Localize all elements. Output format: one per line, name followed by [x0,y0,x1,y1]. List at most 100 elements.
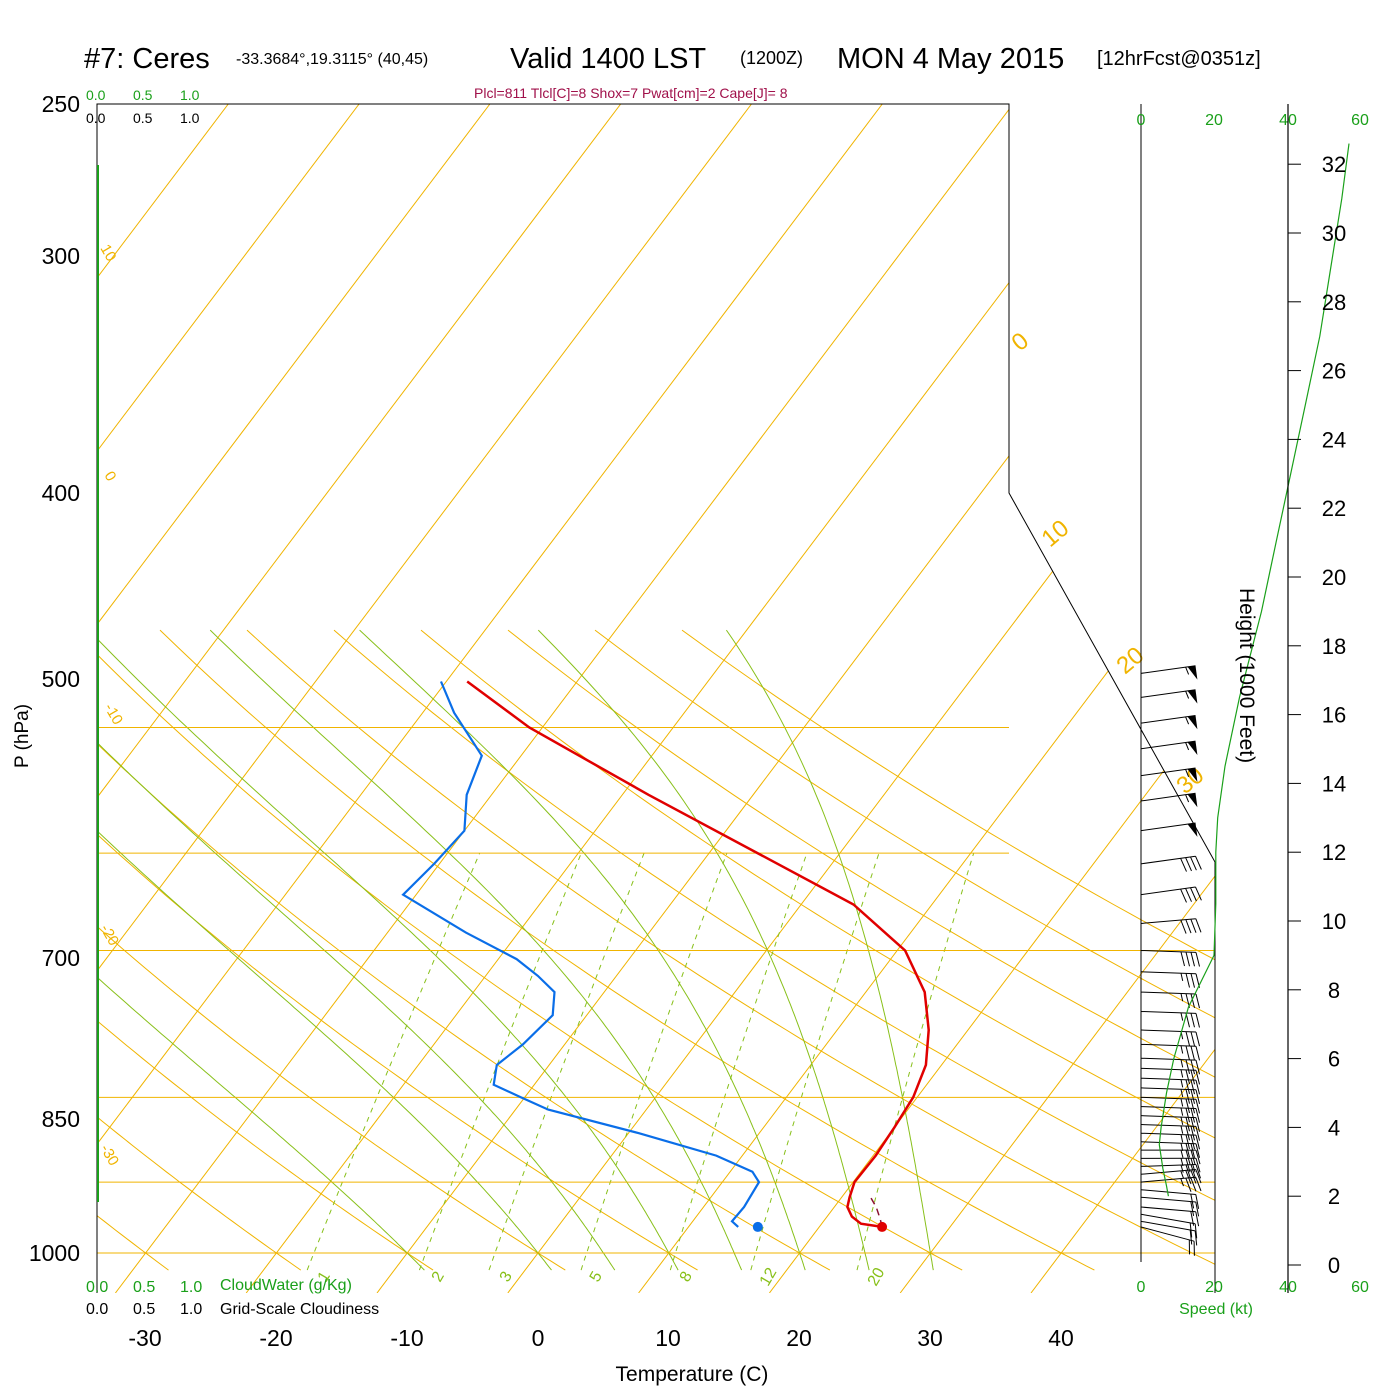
wind-barb [1140,1077,1200,1095]
temperature-axis: -30 -20 -10 0 10 20 30 40 [128,1325,1073,1351]
wind-barb [1140,1206,1200,1227]
isotherm-line [376,104,1215,1293]
height-tick-label: 32 [1322,152,1346,177]
wind-barb [1140,767,1198,782]
height-tick-label: 28 [1322,290,1346,315]
valid-date: MON 4 May 2015 [837,43,1064,75]
wind-barb [1140,918,1202,934]
wind-barb [1140,1043,1200,1061]
height-axis-title: Height (1000 Feet) [1235,588,1258,763]
mixing-ratio-label: 5 [587,1269,606,1285]
mixing-ratio-lines [306,852,975,1271]
bottom-cloudwater-tick: 0.0 [86,1279,108,1296]
temp-tick-label: 0 [532,1325,545,1351]
moist-adiabat-line [97,629,552,1271]
height-tick-label: 16 [1322,703,1346,728]
dry-adiabat-lines [97,629,1215,1271]
moist-adiabat-line [725,629,934,1271]
temp-tick-label: 40 [1048,1325,1074,1351]
speed-tick-label: 20 [1205,1279,1223,1296]
isotherm-line [899,104,1215,1293]
wind-barb [1140,792,1198,808]
isotherm-line [97,104,491,1293]
isotherm-labels-left: 10 0 -10 -20 -30 [97,242,127,1169]
height-tick-label: 4 [1328,1115,1340,1140]
pressure-tick-label: 700 [42,945,80,971]
wind-barb [1140,1220,1198,1246]
isotherm-label: 0 [1007,327,1035,356]
isotherm-line [507,104,1215,1293]
wind-barb [1140,1169,1202,1185]
mixing-ratio-label: 2 [429,1269,448,1285]
height-tick-label: 26 [1322,359,1346,384]
speed-axis-title: Speed (kt) [1179,1301,1253,1318]
plot-frame [96,103,1216,1293]
wind-barb [1140,1157,1201,1173]
dry-adiabat-line [97,629,434,1271]
height-tick-label: 30 [1322,221,1346,246]
mixing-ratio-label: 12 [757,1265,781,1289]
pressure-tick-label: 1000 [29,1240,80,1266]
bottom-cloudiness-tick: 0.0 [86,1301,108,1318]
temp-tick-label: -20 [259,1325,292,1351]
dry-adiabat-line [333,629,1215,1271]
dry-adiabat-line [97,629,963,1271]
mixing-ratio-label: 8 [677,1269,696,1285]
wind-barb [1140,1124,1200,1141]
temp-tick-label: 30 [917,1325,943,1351]
temperature-axis-title: Temperature (C) [616,1363,769,1386]
height-tick-label: 14 [1322,771,1346,796]
moist-adiabat-lines [97,629,934,1271]
mixing-ratio-label: 3 [497,1269,516,1285]
height-tick-label: 8 [1328,978,1340,1003]
wind-barb [1140,822,1198,837]
pressure-tick-label: 250 [42,91,80,117]
isotherm-line [245,104,1145,1293]
isotherm-line [97,104,622,1293]
top-cloudwater-tick: 0.5 [133,87,153,103]
isotherm-line [97,104,883,1293]
pressure-tick-label: 400 [42,480,80,506]
bottom-cloudiness-tick: 1.0 [180,1301,202,1318]
isotherm-line [97,104,360,1293]
dry-adiabat-line [97,629,566,1271]
indices-line: Plcl=811 Tlcl[C]=8 Shox=7 Pwat[cm]=2 Cap… [474,85,788,101]
height-tick-label: 20 [1322,565,1346,590]
pressure-tick-label: 850 [42,1106,80,1132]
wind-barb [1140,1096,1200,1114]
mixing-ratio-line [750,852,880,1271]
top-cloudwater-tick: 1.0 [180,87,200,103]
dry-adiabat-line [507,629,1215,1271]
temperature-line [466,680,930,1229]
wind-barb [1140,1115,1200,1132]
utc-time: (1200Z) [740,48,803,68]
isotherm-line [1030,104,1215,1293]
wind-barb [1140,665,1198,680]
height-tick-label: 24 [1322,427,1346,452]
mixing-ratio-line [580,852,728,1271]
speed-tick-label: 0 [1137,1279,1146,1296]
dewpoint-line [401,681,761,1228]
isotherm-label: -30 [97,1142,123,1169]
forecast-info: [12hrFcst@0351z] [1097,48,1261,70]
speed-tick-label: 60 [1351,1279,1369,1296]
dry-adiabat-line [420,629,1215,1271]
temp-tick-label: 10 [655,1325,681,1351]
wind-barb [1140,1164,1201,1179]
wind-barb [1140,1010,1200,1028]
isotherm-line [97,104,229,1293]
station-title: #7: Ceres [84,43,210,75]
bottom-cloudiness-scale: 0.0 0.5 1.0 Grid-Scale Cloudiness [86,1301,379,1318]
dry-adiabat-line [97,629,831,1271]
dry-adiabat-line [681,629,1215,1271]
cloudiness-label: Grid-Scale Cloudiness [220,1301,379,1318]
height-tick-label: 12 [1322,840,1346,865]
pressure-axis: 250 300 400 500 700 850 1000 [29,91,80,1266]
wind-barb [1140,1149,1201,1165]
station-coords: -33.3684°,19.3115° (40,45) [236,51,428,68]
speed-axis-bottom: 0 20 40 60 [1137,1279,1369,1296]
isotherm-label: 10 [1037,515,1075,553]
wind-barb [1140,1176,1202,1192]
isotherm-line [638,104,1215,1293]
